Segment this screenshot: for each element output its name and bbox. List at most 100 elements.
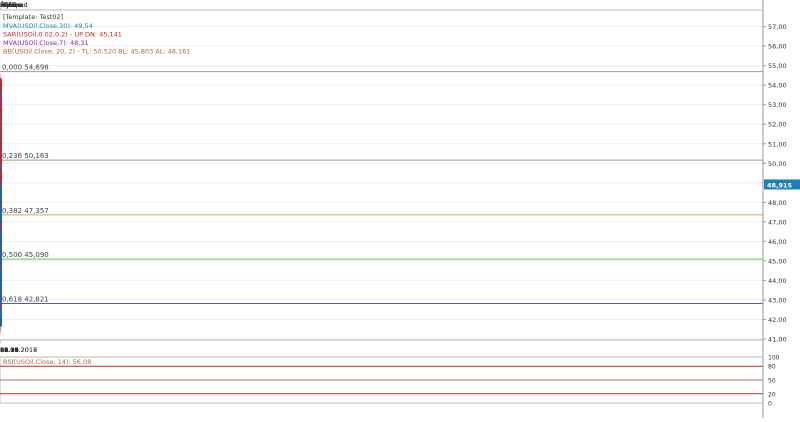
candle-body [0, 306, 2, 321]
price-tick-label: 53,00 [768, 101, 787, 109]
current-price-tag [764, 179, 800, 190]
date-label: 30.01 [0, 346, 19, 354]
month-label: Říjen [0, 0, 16, 9]
candle-body [0, 279, 2, 292]
date-label: 27.06 [0, 346, 19, 354]
date-label: 11.01.2017 [0, 346, 37, 354]
date-label: 15.07.2016 [0, 346, 37, 354]
date-label: 10.07 [0, 346, 19, 354]
candle-body [0, 224, 2, 228]
rsi-tick-label: 0 [768, 401, 772, 408]
candle-body [0, 230, 2, 244]
price-tick-label: 46,00 [768, 238, 787, 246]
candle-body [0, 153, 2, 165]
month-label: Duben [0, 1, 21, 9]
rsi-legend-label: RSI(USOil.Close, 14): 56,08 [3, 358, 91, 366]
date-label: 10.10 [0, 346, 19, 354]
candle-body [0, 118, 2, 120]
grid-layer [0, 10, 763, 340]
rsi-tick-label: 100 [768, 355, 780, 362]
candle-body [0, 94, 2, 98]
date-label: 15.11 [0, 346, 19, 354]
candle-body [0, 258, 2, 266]
price-tick-label: 52,00 [768, 121, 787, 129]
legend-entry: BB(USOil.Close, 20, 2) - TL: 50,520 BL: … [3, 48, 190, 56]
candles-layer [0, 73, 2, 334]
month-label: Prosinec [0, 1, 28, 9]
candle-body [0, 121, 2, 138]
candle-body [0, 150, 2, 155]
price-tick-label: 42,00 [768, 316, 787, 324]
candle-body [0, 109, 2, 133]
date-label: 12.04 [0, 346, 19, 354]
date-label: 16.02 [0, 346, 19, 354]
candle-body [0, 109, 2, 120]
price-tick-label: 47,00 [768, 218, 787, 226]
candle-body [0, 204, 2, 222]
candle-body [0, 139, 2, 151]
date-label: 01.06 [0, 346, 19, 354]
annotation-dot [0, 99, 2, 103]
month-label: 2017 [0, 1, 17, 9]
candle-body [0, 96, 2, 101]
candle-body [0, 167, 2, 168]
candle-body [0, 240, 2, 259]
candle-body [0, 170, 2, 192]
date-label: 21.09 [0, 346, 19, 354]
candle-body [0, 165, 2, 172]
price-tick-label: 57,00 [768, 23, 787, 31]
month-label: Květen [0, 1, 23, 9]
fib-level-label: 0,500 45,090 [2, 251, 49, 259]
legend-layer: [Template: Test02]MVA(USOil.Close,30): 4… [3, 13, 190, 56]
date-label: 02.12 [0, 346, 19, 354]
candle-body [0, 101, 2, 104]
legend-entry: MVA(USOil.Close,7): 48,31 [3, 39, 89, 47]
date-label: 24.03 [0, 346, 19, 354]
fib-level-label: 0,618 42,821 [2, 295, 49, 303]
candle-body [0, 82, 2, 99]
date-label: 16.08 [0, 346, 19, 354]
candle-body [0, 185, 2, 191]
current-price-label: 48,915 [767, 181, 793, 189]
fib-level-label: 0,236 50,163 [2, 152, 49, 160]
date-label: 14.06 [0, 346, 19, 354]
date-label: 21.12 [0, 346, 19, 354]
legend-entry: MVA(USOil.Close,30): 49,54 [3, 22, 93, 30]
candle-body [0, 187, 2, 204]
legend-entry: SAR(USOil,0.02,0.2) - UP DN: 45,141 [3, 31, 122, 39]
candle-body [0, 318, 2, 325]
month-label: Listopad [0, 1, 28, 9]
month-label: Září [0, 1, 13, 9]
candle-body [0, 131, 2, 145]
rsi-tick-label: 20 [768, 391, 776, 398]
price-tick-label: 44,00 [768, 277, 787, 285]
fib-level-label: 0,382 47,357 [2, 207, 49, 215]
price-tick-label: 43,00 [768, 296, 787, 304]
candle-body [0, 103, 2, 111]
price-tick-label: 55,00 [768, 62, 787, 70]
date-label: 02.09 [0, 346, 19, 354]
annotation-layer [0, 99, 2, 103]
date-label: 19.05 [0, 346, 19, 354]
date-label: 02.05 [0, 346, 19, 354]
candle-body [0, 245, 2, 247]
month-label: Březen [0, 1, 23, 9]
price-tick-label: 45,00 [768, 257, 787, 265]
month-label: Srpen [0, 1, 19, 9]
template-title: [Template: Test02] [3, 13, 63, 21]
price-tick-label: 56,00 [768, 43, 787, 51]
candle-body [0, 285, 2, 304]
fib-level-label: 0,000 54,698 [2, 64, 49, 72]
price-tick-label: 41,00 [768, 336, 787, 344]
date-label: 07.03 [0, 346, 19, 354]
month-label: Červen [0, 0, 23, 9]
fibonacci-layer: 0,000 54,698 0,236 50,163 0,382 47,357 0,50… [0, 64, 763, 304]
rsi-tick-label: 50 [768, 378, 776, 385]
candle-body [0, 267, 2, 277]
rsi-tick-label: 80 [768, 364, 776, 371]
candle-body [0, 78, 2, 85]
